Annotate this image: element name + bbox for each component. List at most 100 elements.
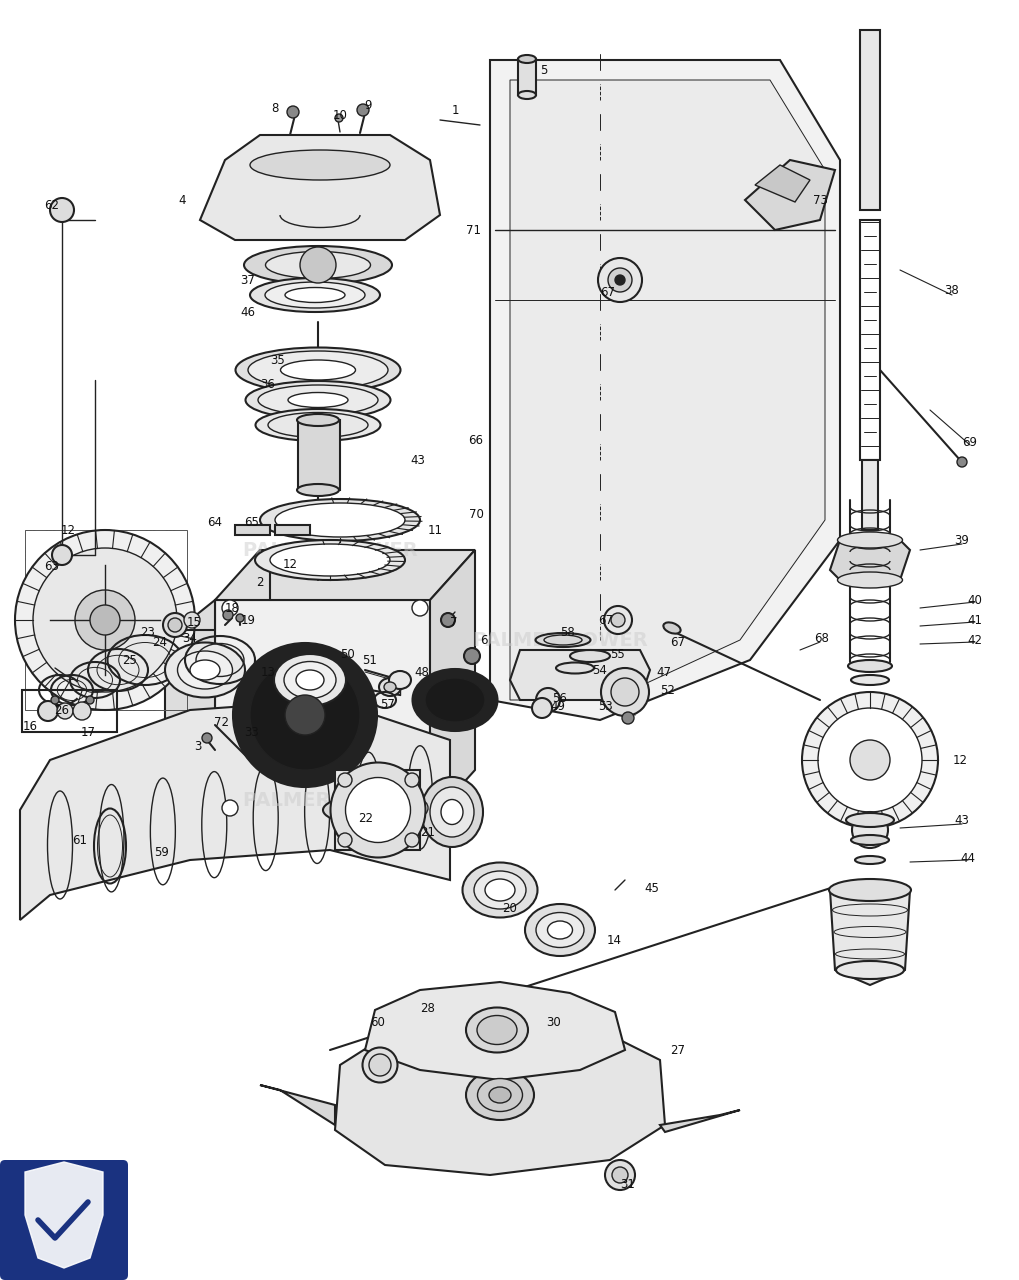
Ellipse shape <box>484 879 515 901</box>
Bar <box>22 690 117 732</box>
Ellipse shape <box>847 660 892 672</box>
Ellipse shape <box>837 532 902 548</box>
Text: 61: 61 <box>72 833 88 846</box>
Circle shape <box>52 545 72 564</box>
Circle shape <box>222 600 237 616</box>
Ellipse shape <box>177 652 232 689</box>
Circle shape <box>202 733 212 742</box>
Circle shape <box>222 800 237 817</box>
Text: 38: 38 <box>944 283 959 297</box>
Circle shape <box>622 712 634 724</box>
Text: 8: 8 <box>271 101 278 114</box>
Circle shape <box>15 530 195 710</box>
Circle shape <box>38 701 58 721</box>
Ellipse shape <box>425 678 484 722</box>
Ellipse shape <box>836 961 903 979</box>
Ellipse shape <box>828 879 910 901</box>
Circle shape <box>956 457 966 467</box>
Text: 15: 15 <box>186 616 201 628</box>
Ellipse shape <box>430 787 474 837</box>
Ellipse shape <box>570 650 609 662</box>
Text: 33: 33 <box>245 726 259 739</box>
Text: 71: 71 <box>466 224 481 237</box>
Ellipse shape <box>345 777 410 842</box>
Text: 22: 22 <box>358 812 373 824</box>
Circle shape <box>607 268 632 292</box>
Ellipse shape <box>265 251 370 279</box>
Circle shape <box>405 773 419 787</box>
Circle shape <box>33 548 177 692</box>
Ellipse shape <box>555 663 593 673</box>
Ellipse shape <box>248 351 387 389</box>
Ellipse shape <box>235 347 400 393</box>
Circle shape <box>532 698 551 718</box>
Text: 44: 44 <box>960 851 974 864</box>
Ellipse shape <box>535 913 584 947</box>
Circle shape <box>57 703 73 719</box>
Circle shape <box>610 678 638 707</box>
Text: 12: 12 <box>952 754 967 767</box>
Text: 39: 39 <box>954 534 968 547</box>
Text: 40: 40 <box>967 594 981 607</box>
Ellipse shape <box>284 288 344 302</box>
Text: 63: 63 <box>45 559 59 572</box>
Circle shape <box>50 198 74 221</box>
Circle shape <box>300 247 335 283</box>
Polygon shape <box>20 700 449 920</box>
Ellipse shape <box>412 669 497 731</box>
Circle shape <box>337 833 352 847</box>
Polygon shape <box>754 165 809 202</box>
Text: 45: 45 <box>644 882 659 895</box>
Text: 55: 55 <box>610 649 625 662</box>
Ellipse shape <box>850 675 889 685</box>
Ellipse shape <box>525 904 594 956</box>
Ellipse shape <box>335 797 420 823</box>
Ellipse shape <box>297 484 338 495</box>
Ellipse shape <box>466 1070 534 1120</box>
Text: 28: 28 <box>420 1001 435 1015</box>
Circle shape <box>75 590 135 650</box>
Ellipse shape <box>518 55 535 63</box>
Text: 1: 1 <box>450 104 459 116</box>
Text: 51: 51 <box>362 654 377 667</box>
Ellipse shape <box>662 622 680 634</box>
Text: 62: 62 <box>45 198 59 211</box>
Circle shape <box>611 1167 628 1183</box>
Ellipse shape <box>477 1079 522 1111</box>
Circle shape <box>232 643 377 787</box>
Ellipse shape <box>250 278 380 312</box>
Polygon shape <box>165 600 215 820</box>
Ellipse shape <box>474 870 526 909</box>
Polygon shape <box>260 1085 334 1125</box>
Text: 18: 18 <box>224 602 239 614</box>
Circle shape <box>73 701 91 719</box>
Text: 12: 12 <box>60 524 75 536</box>
Text: PALMER POWER: PALMER POWER <box>243 540 417 559</box>
FancyBboxPatch shape <box>0 1160 127 1280</box>
Text: 27: 27 <box>669 1043 685 1056</box>
Ellipse shape <box>274 654 345 707</box>
Text: 43: 43 <box>954 814 968 827</box>
Text: 47: 47 <box>656 666 671 678</box>
Text: 26: 26 <box>54 704 69 717</box>
Circle shape <box>412 600 428 616</box>
Text: 72: 72 <box>214 716 229 728</box>
Text: 42: 42 <box>967 634 981 646</box>
Ellipse shape <box>275 503 405 538</box>
Ellipse shape <box>845 813 893 827</box>
Ellipse shape <box>462 863 537 918</box>
Circle shape <box>412 800 428 817</box>
Text: 53: 53 <box>598 699 612 713</box>
Ellipse shape <box>190 660 220 680</box>
Polygon shape <box>829 540 909 580</box>
Ellipse shape <box>379 678 400 696</box>
Ellipse shape <box>383 682 395 692</box>
Text: 46: 46 <box>240 306 255 319</box>
Circle shape <box>90 605 120 635</box>
Ellipse shape <box>265 282 365 308</box>
Circle shape <box>817 708 921 812</box>
Circle shape <box>286 106 299 118</box>
Ellipse shape <box>255 540 405 580</box>
Circle shape <box>357 104 369 116</box>
Text: 35: 35 <box>270 353 285 366</box>
